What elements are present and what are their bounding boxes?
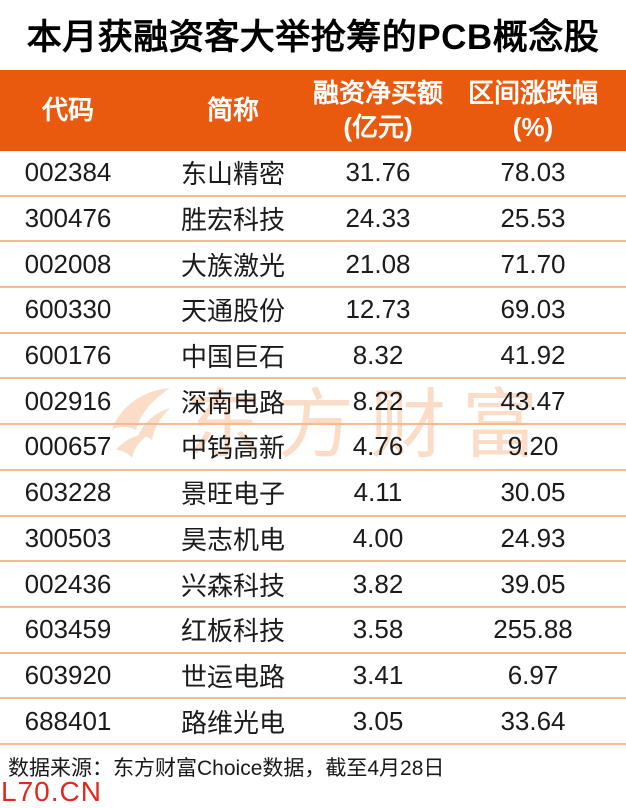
cell-code: 688401 — [24, 705, 112, 736]
stock-table: 代码 简称 融资净买额 (亿元) 区间涨跌幅 (%) 002384 东山精密 3… — [0, 70, 626, 745]
cell-net-buy: 8.22 — [352, 385, 404, 416]
header-name-label: 简称 — [206, 94, 259, 125]
table-row: 603920 世运电路 3.41 6.97 — [0, 654, 626, 700]
cell-net-buy: 4.11 — [353, 477, 403, 508]
table-row: 002916 深南电路 8.22 43.47 — [0, 379, 626, 426]
cell-net-buy: 31.76 — [345, 157, 411, 188]
table-row: 002436 兴森科技 3.82 39.05 — [0, 562, 626, 608]
table-row: 002008 大族激光 21.08 71.70 — [0, 242, 626, 289]
cell-net-buy: 12.73 — [345, 294, 411, 325]
header-name: 简称 — [123, 70, 343, 151]
cell-name: 景旺电子 — [180, 479, 285, 510]
cell-net-buy: 4.00 — [352, 522, 404, 553]
header-net-buy-unit: (亿元) — [343, 111, 413, 142]
cell-name: 兴森科技 — [180, 570, 285, 601]
cell-net-buy: 8.32 — [352, 340, 404, 371]
header-net-buy: 融资净买额 (亿元) — [268, 70, 488, 151]
cell-code: 603228 — [24, 477, 112, 508]
cell-change: 25.53 — [500, 203, 566, 234]
table-row: 002384 东山精密 31.76 78.03 — [0, 151, 626, 197]
page-title: 本月获融资客大举抢筹的PCB概念股 — [26, 18, 600, 57]
cell-net-buy: 4.76 — [352, 431, 404, 462]
header-change: 区间涨跌幅 (%) — [423, 70, 626, 151]
table-row: 600176 中国巨石 8.32 41.92 — [0, 334, 626, 380]
table-row: 300476 胜宏科技 24.33 25.53 — [0, 197, 626, 243]
cell-change: 9.20 — [507, 431, 559, 462]
cell-change: 255.88 — [493, 614, 573, 645]
cell-name: 红板科技 — [180, 616, 285, 647]
cell-change: 41.92 — [500, 340, 566, 371]
cell-code: 600330 — [24, 294, 112, 325]
cell-change: 24.93 — [500, 522, 566, 553]
cell-change: 71.70 — [500, 248, 566, 279]
cell-name: 深南电路 — [180, 387, 285, 418]
cell-code: 002436 — [24, 568, 112, 599]
header-code-label: 代码 — [41, 94, 94, 125]
table-row: 000657 中钨高新 4.76 9.20 — [0, 425, 626, 471]
cell-net-buy: 3.05 — [352, 705, 404, 736]
cell-change: 43.47 — [500, 385, 566, 416]
header-change-label: 区间涨跌幅 — [467, 77, 598, 108]
cell-code: 300503 — [24, 522, 112, 553]
cell-name: 世运电路 — [180, 661, 285, 692]
cell-net-buy: 24.33 — [345, 203, 411, 234]
cell-change: 69.03 — [500, 294, 566, 325]
cell-code: 300476 — [24, 203, 112, 234]
header-change-unit: (%) — [512, 111, 554, 142]
cell-change: 33.64 — [500, 705, 566, 736]
cell-net-buy: 21.08 — [345, 248, 411, 279]
cell-change: 30.05 — [500, 477, 566, 508]
cell-name: 大族激光 — [180, 250, 285, 281]
data-source-note: 数据来源：东方财富Choice数据，截至4月28日 — [8, 757, 445, 780]
table-row: 603228 景旺电子 4.11 30.05 — [0, 471, 626, 517]
table-row: 603459 红板科技 3.58 255.88 — [0, 608, 626, 654]
cell-code: 002008 — [24, 248, 112, 279]
cell-net-buy: 3.58 — [352, 614, 404, 645]
cell-code: 600176 — [24, 340, 112, 371]
cell-name: 天通股份 — [180, 296, 285, 327]
cell-net-buy: 3.82 — [352, 568, 404, 599]
header-code: 代码 — [0, 70, 178, 151]
cell-net-buy: 3.41 — [352, 659, 404, 690]
cell-change: 39.05 — [500, 568, 566, 599]
cell-change: 78.03 — [500, 157, 566, 188]
cell-code: 603459 — [24, 614, 112, 645]
cell-change: 6.97 — [507, 659, 559, 690]
table-row: 600330 天通股份 12.73 69.03 — [0, 288, 626, 334]
table-header-row: 代码 简称 融资净买额 (亿元) 区间涨跌幅 (%) — [0, 70, 626, 151]
table-row: 300503 昊志机电 4.00 24.93 — [0, 517, 626, 563]
cell-name: 胜宏科技 — [180, 205, 285, 236]
cell-name: 昊志机电 — [180, 524, 285, 555]
cell-name: 东山精密 — [180, 159, 285, 190]
cell-code: 002384 — [24, 157, 112, 188]
cell-name: 中钨高新 — [180, 433, 285, 464]
cell-code: 603920 — [24, 659, 112, 690]
table-row: 688401 路维光电 3.05 33.64 — [0, 699, 626, 745]
header-net-buy-label: 融资净买额 — [312, 77, 443, 108]
cell-code: 002916 — [24, 385, 112, 416]
site-watermark: L70.CN — [1, 776, 102, 807]
cell-code: 000657 — [24, 431, 112, 462]
cell-name: 中国巨石 — [180, 342, 285, 373]
cell-name: 路维光电 — [180, 707, 285, 738]
